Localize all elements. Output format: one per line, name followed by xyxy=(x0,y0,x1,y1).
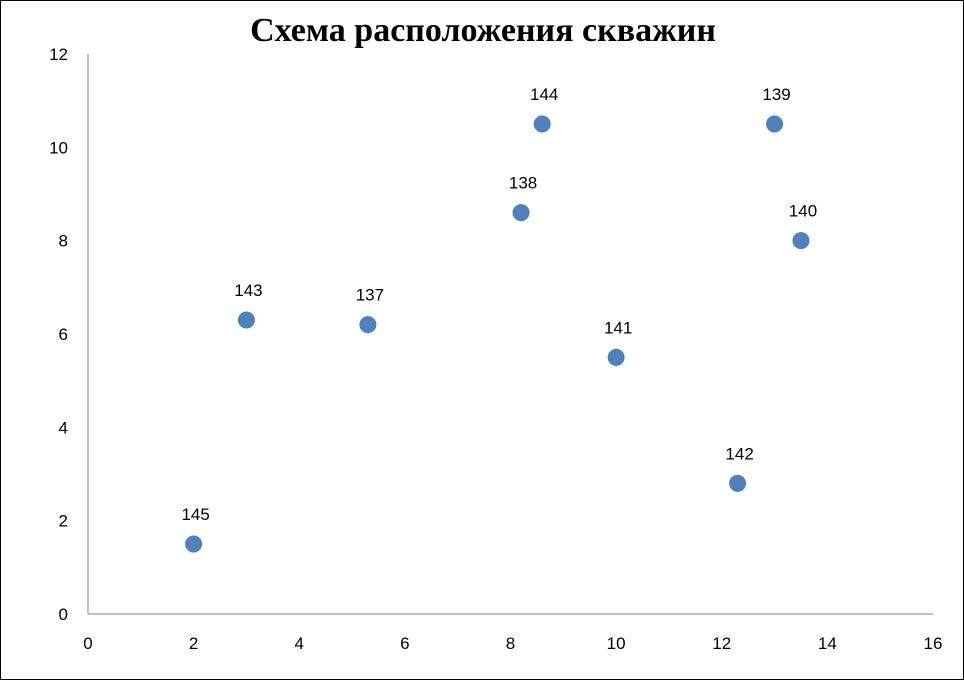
axes xyxy=(87,54,933,615)
chart-title: Схема расположения скважин xyxy=(250,12,716,49)
y-tick-label: 8 xyxy=(59,232,68,251)
y-tick-label: 2 xyxy=(59,512,68,531)
y-tick-label: 12 xyxy=(49,45,68,64)
data-point xyxy=(237,311,255,329)
y-tick-label: 0 xyxy=(59,605,68,624)
x-tick-label: 6 xyxy=(400,634,409,653)
data-point xyxy=(792,232,810,250)
data-label: 139 xyxy=(762,85,790,104)
y-tick-label: 4 xyxy=(59,418,68,437)
data-point xyxy=(766,115,784,133)
data-point xyxy=(607,348,625,366)
tick-labels: 0 2 4 6 8 10 12 0 2 4 6 8 10 12 14 16 xyxy=(49,45,942,653)
x-tick-label: 14 xyxy=(818,634,837,653)
data-points xyxy=(185,115,810,553)
data-label: 143 xyxy=(234,281,262,300)
y-tick-label: 10 xyxy=(49,138,68,157)
x-tick-label: 16 xyxy=(924,634,943,653)
data-label: 144 xyxy=(530,85,558,104)
data-label: 142 xyxy=(725,444,753,463)
x-tick-label: 8 xyxy=(506,634,515,653)
data-point xyxy=(729,474,747,492)
data-point xyxy=(185,535,203,553)
data-label: 141 xyxy=(604,318,632,337)
x-tick-label: 4 xyxy=(295,634,304,653)
x-tick-label: 12 xyxy=(712,634,731,653)
x-tick-label: 10 xyxy=(607,634,626,653)
data-point xyxy=(512,204,530,222)
data-label: 145 xyxy=(181,505,209,524)
data-label: 140 xyxy=(789,202,817,221)
data-label: 138 xyxy=(509,174,537,193)
x-tick-label: 2 xyxy=(189,634,198,653)
point-labels: 145 143 137 138 144 141 142 139 140 xyxy=(181,85,817,524)
data-point xyxy=(533,115,551,133)
data-label: 137 xyxy=(356,286,384,305)
x-tick-label: 0 xyxy=(83,634,92,653)
y-tick-label: 6 xyxy=(59,325,68,344)
data-point xyxy=(359,316,377,334)
